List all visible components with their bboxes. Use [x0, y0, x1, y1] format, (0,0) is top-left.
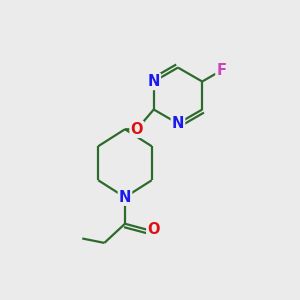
Text: O: O [147, 222, 160, 237]
Text: N: N [148, 74, 160, 89]
Text: F: F [216, 63, 226, 78]
Text: N: N [172, 116, 184, 131]
Text: N: N [119, 190, 131, 205]
Text: O: O [130, 122, 143, 137]
